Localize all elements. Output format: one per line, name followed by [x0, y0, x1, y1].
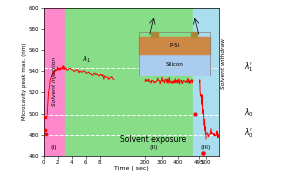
Text: (II): (II): [149, 145, 158, 149]
Point: [42, 115, 47, 118]
Text: (III): (III): [201, 145, 211, 149]
Text: $\lambda_1$: $\lambda_1$: [82, 55, 91, 65]
Text: $\lambda_0'$: $\lambda_0'$: [244, 127, 254, 140]
Text: $\lambda_0$: $\lambda_0$: [244, 107, 254, 119]
Y-axis label: Microcavity peak max. (nm): Microcavity peak max. (nm): [22, 43, 28, 120]
Bar: [139, 53, 210, 76]
Bar: [191, 32, 197, 37]
Point: [200, 151, 205, 154]
Text: P-Si: P-Si: [169, 43, 179, 48]
Text: $\lambda_1'$: $\lambda_1'$: [244, 60, 253, 74]
Point: [192, 112, 197, 115]
Bar: [139, 32, 210, 76]
Text: Silicon: Silicon: [165, 62, 183, 67]
Text: (I): (I): [51, 145, 57, 149]
Text: Solvent exposure: Solvent exposure: [120, 135, 187, 144]
Bar: [44, 8, 65, 156]
Bar: [139, 37, 210, 53]
Bar: [65, 8, 193, 156]
Point: [43, 129, 47, 132]
Text: Solvent injection: Solvent injection: [52, 57, 56, 106]
Bar: [151, 32, 158, 37]
X-axis label: Time ( sec): Time ( sec): [114, 167, 149, 171]
Point: [44, 132, 48, 135]
Bar: [193, 8, 219, 156]
Text: Solvent withdraw: Solvent withdraw: [221, 39, 226, 89]
